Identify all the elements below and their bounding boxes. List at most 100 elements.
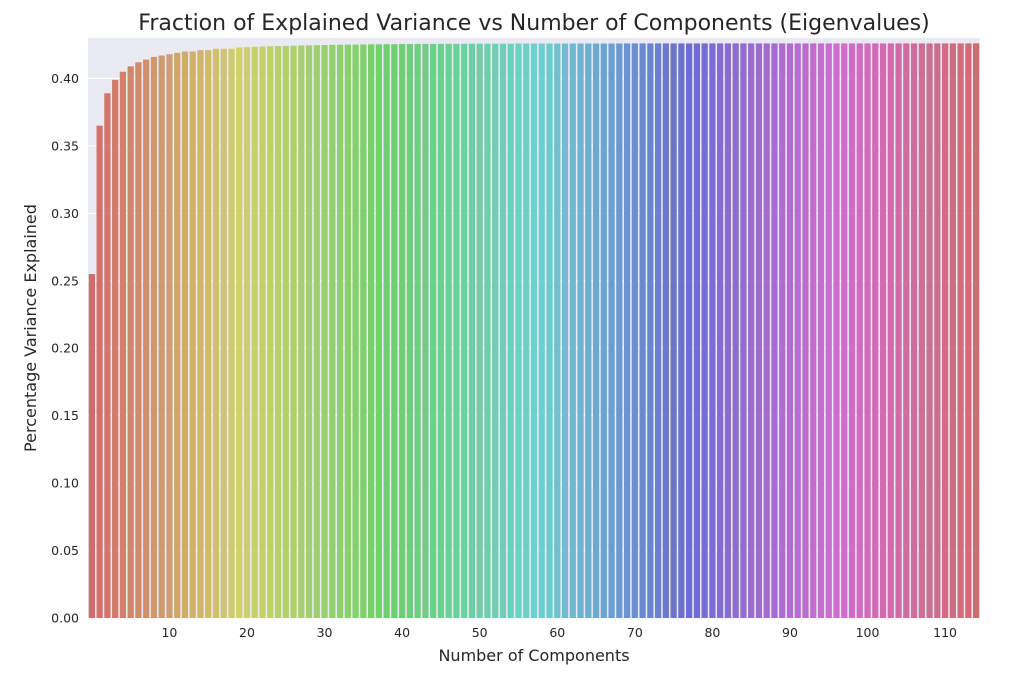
bar-component-69 [616, 43, 623, 618]
x-tick-label: 10 [161, 625, 177, 640]
bar-component-114 [965, 43, 972, 618]
x-tick-label: 50 [472, 625, 488, 640]
bar-component-76 [670, 43, 677, 618]
x-axis-ticks: 10 20 30 40 50 60 70 80 90 100 110 [161, 625, 957, 640]
bar-component-63 [569, 43, 576, 618]
bar-component-52 [484, 43, 491, 619]
bar-component-112 [949, 43, 956, 618]
bar-component-71 [631, 43, 638, 618]
bar-component-42 [406, 44, 413, 618]
bar-component-25 [274, 46, 282, 618]
bar-component-11 [166, 54, 173, 618]
bar-component-64 [577, 43, 584, 618]
x-tick-label: 90 [782, 625, 798, 640]
bar-component-77 [678, 43, 685, 618]
bar-component-108 [918, 43, 925, 618]
bar-component-84 [732, 43, 739, 618]
bar-component-82 [717, 43, 724, 618]
bar-component-89 [771, 43, 778, 618]
y-tick-label: 0.05 [51, 543, 79, 558]
bar-component-79 [693, 43, 700, 618]
bar-component-99 [848, 43, 856, 618]
x-tick-label: 40 [394, 625, 410, 640]
y-axis-label: Percentage Variance Explained [21, 204, 40, 452]
bar-component-44 [422, 43, 429, 619]
x-tick-label: 80 [704, 625, 720, 640]
bar-component-21 [243, 47, 251, 619]
y-axis-ticks: 0.00 0.05 0.10 0.15 0.20 0.25 0.30 0.35 0.40 [51, 71, 79, 626]
bar-component-96 [825, 43, 832, 618]
bars [88, 43, 980, 619]
bar-component-24 [267, 46, 274, 619]
bar-component-9 [150, 56, 158, 618]
bar-component-58 [530, 43, 538, 618]
bar-component-7 [135, 62, 142, 618]
bar-component-49 [461, 43, 468, 619]
bar-component-19 [228, 48, 235, 619]
bar-component-28 [298, 45, 305, 619]
bar-component-54 [499, 43, 507, 619]
bar-component-86 [748, 43, 755, 618]
bar-component-36 [360, 44, 367, 619]
bar-component-51 [476, 43, 483, 619]
bar-component-5 [119, 71, 127, 619]
bar-component-100 [856, 43, 863, 618]
chart-title: Fraction of Explained Variance vs Number… [138, 11, 929, 36]
bar-component-102 [872, 43, 879, 618]
bar-component-109 [926, 43, 933, 618]
bar-component-74 [655, 43, 662, 618]
bar-component-43 [414, 43, 421, 619]
bar-component-34 [344, 44, 351, 619]
bar-component-39 [383, 44, 390, 618]
bar-component-6 [127, 66, 134, 618]
bar-component-14 [189, 51, 196, 619]
bar-component-115 [973, 43, 980, 618]
bar-component-17 [212, 48, 220, 619]
bar-component-10 [158, 55, 165, 618]
bar-component-3 [104, 93, 111, 619]
bar-component-98 [841, 43, 848, 618]
bar-component-55 [507, 43, 514, 619]
bar-component-87 [755, 43, 763, 618]
bar-component-53 [492, 43, 499, 619]
x-tick-label: 70 [627, 625, 643, 640]
y-tick-label: 0.25 [51, 273, 79, 288]
bar-component-104 [887, 43, 894, 618]
bar-component-88 [763, 43, 770, 618]
bar-component-2 [96, 125, 103, 619]
bar-component-13 [181, 51, 189, 619]
bar-component-41 [399, 44, 406, 618]
bar-component-27 [290, 45, 297, 618]
bar-component-56 [515, 43, 522, 618]
bar-component-35 [352, 44, 359, 619]
bar-component-12 [174, 52, 181, 618]
bar-component-47 [445, 43, 452, 619]
bar-component-20 [236, 47, 243, 618]
bar-component-73 [647, 43, 654, 618]
bar-component-107 [910, 43, 918, 618]
bar-component-1 [88, 274, 95, 618]
bar-component-22 [251, 46, 258, 618]
bar-component-46 [437, 43, 445, 619]
bar-component-113 [957, 43, 964, 618]
bar-component-26 [282, 45, 289, 618]
y-tick-label: 0.40 [51, 71, 79, 86]
bar-component-32 [329, 44, 336, 618]
bar-component-40 [391, 44, 398, 618]
bar-component-72 [639, 43, 646, 618]
bar-component-60 [546, 43, 553, 618]
bar-component-70 [623, 43, 631, 618]
y-tick-label: 0.35 [51, 138, 79, 153]
bar-component-78 [686, 43, 693, 618]
bar-component-91 [786, 43, 794, 618]
y-tick-label: 0.15 [51, 408, 79, 423]
bar-component-38 [375, 44, 382, 618]
y-tick-label: 0.10 [51, 476, 79, 491]
bar-component-66 [592, 43, 600, 618]
bar-component-111 [941, 43, 949, 618]
bar-component-93 [802, 43, 809, 618]
bar-component-59 [538, 43, 545, 618]
bar-component-8 [143, 59, 150, 618]
